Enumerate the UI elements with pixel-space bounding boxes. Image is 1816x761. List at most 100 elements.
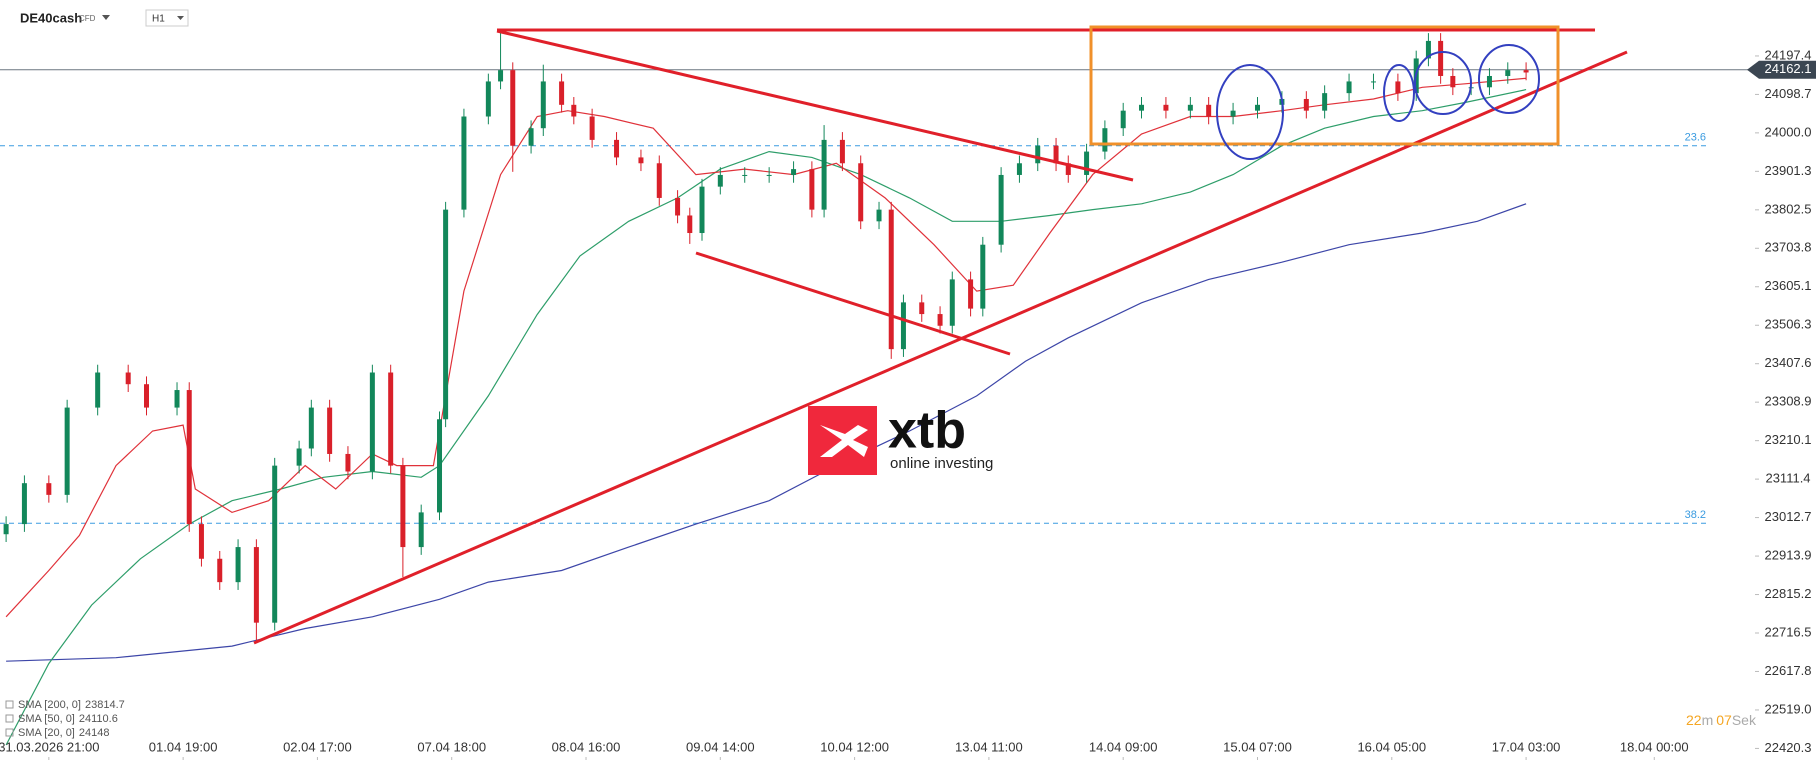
candle-body (1395, 81, 1401, 94)
legend-value: 24110.6 (79, 713, 118, 725)
x-tick-label: 09.04 14:00 (686, 739, 755, 754)
candle-body (498, 70, 504, 82)
candle-body (540, 81, 546, 129)
candle-body (21, 483, 27, 525)
candle-body (217, 558, 223, 583)
candle-body (919, 302, 925, 315)
candle-body (1206, 104, 1212, 117)
y-tick-label: 22815.2 (1765, 586, 1812, 601)
x-tick-label: 14.04 09:00 (1089, 739, 1158, 754)
consolidation-box (1089, 25, 1560, 146)
candle-body (1230, 110, 1236, 117)
candle-body (571, 104, 577, 117)
x-tick-label: 07.04 18:00 (417, 739, 486, 754)
symbol[interactable]: DE40cash (20, 10, 82, 25)
logo-tagline: online investing (890, 455, 993, 472)
x-tick-label: 13.04 11:00 (955, 739, 1023, 754)
candle-body (742, 174, 748, 176)
instrument-type: CFD (79, 14, 96, 23)
logo-brand: xtb (888, 402, 966, 460)
y-tick-label: 24197.4 (1765, 47, 1812, 62)
candle-body (1035, 145, 1041, 164)
timeframe[interactable]: H1 (152, 14, 165, 25)
candle-body (1438, 40, 1444, 76)
x-tick-label: 08.04 16:00 (552, 739, 621, 754)
candle-body (949, 279, 955, 326)
candle-body (95, 372, 101, 408)
highlight-circle (1216, 64, 1284, 160)
candle-body (888, 209, 894, 350)
y-tick-label: 23308.9 (1765, 394, 1812, 409)
candle-body (687, 215, 693, 234)
candle-body (980, 244, 986, 309)
logo-icon (820, 425, 868, 457)
legend-icon (5, 714, 14, 723)
y-tick-label: 23506.3 (1765, 317, 1812, 332)
timeframe-box[interactable] (145, 9, 189, 27)
y-tick-label: 24098.7 (1765, 86, 1812, 101)
candle-body (1346, 81, 1352, 94)
x-tick-label: 31.03.2026 21:00 (0, 739, 99, 754)
legend-entry: SMA [200, 0] 23814.7 (18, 699, 125, 711)
candle-body (437, 419, 443, 513)
candle-body (296, 448, 302, 466)
highlight-circle (1383, 64, 1415, 122)
candle-body (656, 163, 662, 198)
candle-body (1187, 104, 1193, 111)
drawings (253, 25, 1628, 645)
candle-body (418, 512, 424, 548)
candle-body (3, 524, 9, 535)
timeframe-dropdown[interactable] (177, 16, 184, 20)
y-tick-label: 22913.9 (1765, 548, 1812, 563)
channel-line (695, 251, 1011, 356)
current-price-badge (1747, 60, 1816, 79)
y-tick-label: 23012.7 (1765, 509, 1812, 524)
candle-body (1084, 151, 1090, 175)
candle-body (528, 128, 534, 146)
fib-level-label: 23.6 (1685, 132, 1706, 144)
candle-body (388, 372, 394, 466)
x-tick-label: 18.04 00:00 (1620, 739, 1689, 754)
x-tick-label: 15.04 07:00 (1223, 739, 1292, 754)
x-tick-label: 01.04 19:00 (149, 739, 218, 754)
x-tick-label: 17.04 03:00 (1492, 739, 1561, 754)
candle-body (1120, 110, 1126, 129)
candle-body (46, 483, 52, 495)
candle-body (1053, 145, 1059, 164)
candle-body (614, 139, 620, 158)
y-tick-label: 22420.3 (1765, 740, 1812, 755)
candle-body (253, 547, 259, 623)
candle-body (308, 407, 314, 449)
candle-body (272, 465, 278, 623)
timer-minutes: 22 (1686, 712, 1702, 728)
candle-body (699, 186, 705, 234)
candle-body (876, 209, 882, 222)
candle-body (1016, 163, 1022, 175)
candle-body (766, 174, 772, 176)
highlight-circle (1414, 51, 1472, 115)
y-tick-label: 22617.8 (1765, 663, 1812, 678)
sma-line (5, 89, 1527, 746)
candle-body (369, 372, 375, 472)
candle-body (1254, 104, 1260, 111)
candle-body (186, 390, 192, 525)
legend-name: SMA [50, 0] (18, 713, 75, 725)
candle-body (174, 390, 180, 408)
candle-body (400, 465, 406, 548)
candle-body (510, 70, 516, 146)
candle-body (858, 163, 864, 222)
y-tick-label: 23210.1 (1765, 432, 1812, 447)
symbol-dropdown[interactable] (102, 15, 110, 20)
logo: xtb online investing (808, 402, 993, 475)
candle-body (443, 209, 449, 420)
highlight-circle (1478, 44, 1540, 114)
legend-icon (5, 728, 14, 737)
candle-body (1102, 128, 1108, 152)
legend-name: SMA [20, 0] (18, 727, 75, 739)
timer-minutes-unit: m (1702, 712, 1714, 728)
candle-body (559, 81, 565, 105)
x-tick-label: 10.04 12:00 (820, 739, 889, 754)
header: DE40cash CFD H1 (20, 9, 189, 27)
timer-seconds-unit: Sek (1732, 712, 1757, 728)
candle-layer (3, 32, 1529, 642)
